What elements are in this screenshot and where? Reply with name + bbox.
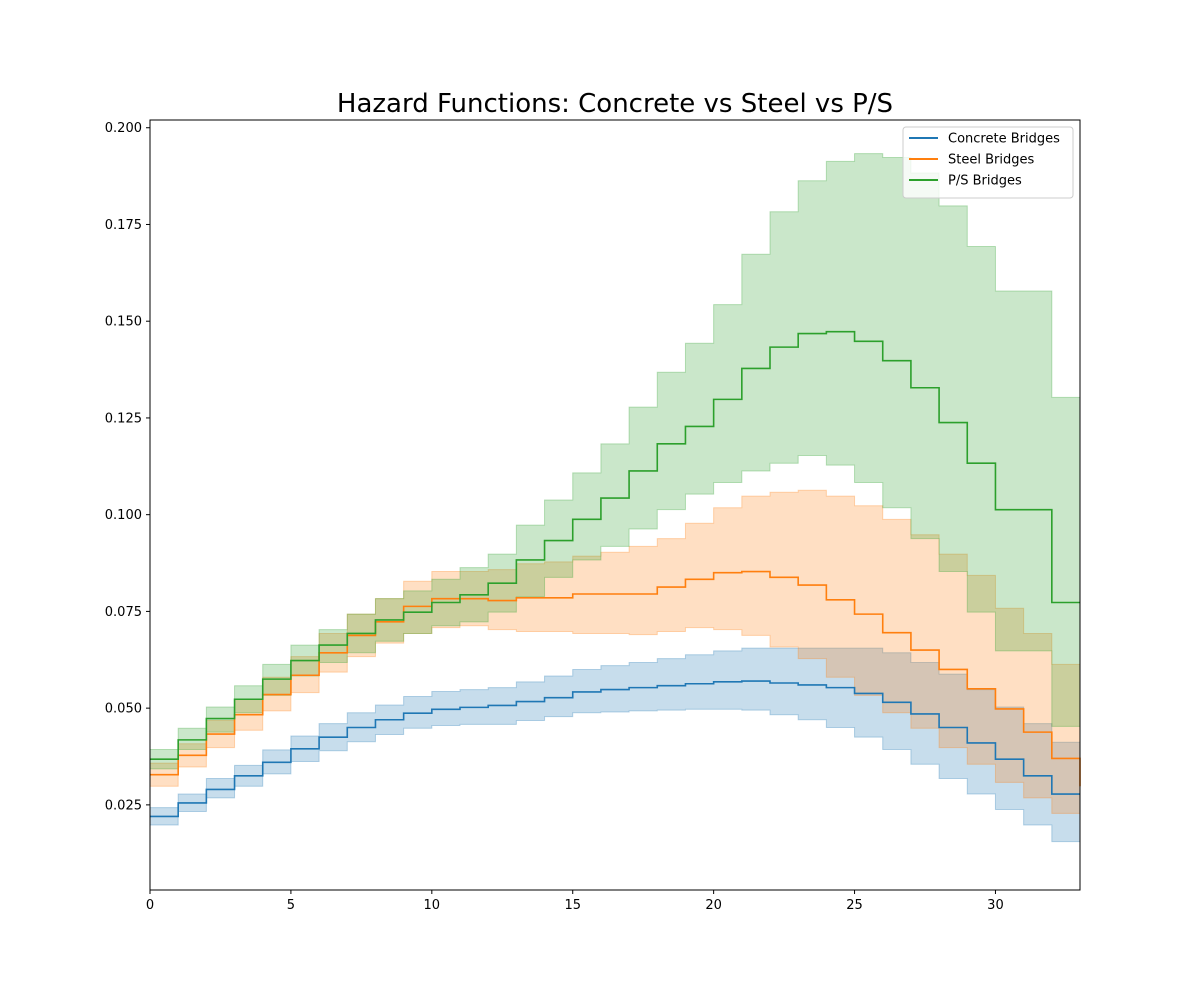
y-tick-label: 0.150 (105, 315, 142, 330)
legend-label-concrete-bridges: Concrete Bridges (948, 132, 1060, 147)
concrete-bridges-line (150, 680, 1080, 818)
legend-label-p-s-bridges: P/S Bridges (948, 174, 1022, 189)
y-tick-label: 0.075 (105, 605, 142, 620)
x-tick-label: 25 (846, 898, 863, 913)
x-tick-label: 5 (287, 898, 295, 913)
x-axis: 0 5 10 15 20 25 30 (146, 890, 1004, 913)
y-tick-label: 0.200 (105, 121, 142, 136)
series-lines (150, 330, 1081, 818)
legend-box (902, 126, 1074, 199)
x-tick-label: 0 (146, 898, 154, 913)
y-tick-label: 0.125 (105, 411, 142, 426)
x-tick-label: 30 (987, 898, 1004, 913)
y-tick-label: 0.025 (105, 798, 142, 813)
p-s-bridges-line (150, 330, 1080, 761)
legend-label-steel-bridges: Steel Bridges (948, 153, 1034, 168)
plot-frame (149, 119, 1081, 891)
y-tick-label: 0.100 (105, 508, 142, 523)
x-tick-label: 15 (564, 898, 581, 913)
legend: Concrete Bridges Steel Bridges P/S Bridges (902, 126, 1074, 199)
y-tick-label: 0.175 (105, 218, 142, 233)
x-tick-label: 10 (424, 898, 441, 913)
y-tick-label: 0.050 (105, 702, 142, 717)
concrete-bridges-confidence-band (149, 647, 1081, 843)
y-axis: 0.025 0.050 0.075 0.100 0.125 0.150 0.175 0.200 (105, 121, 150, 813)
x-tick-label: 20 (705, 898, 722, 913)
steel-bridges-line (150, 570, 1081, 787)
chart-title: Hazard Functions: Concrete vs Steel vs P… (337, 89, 893, 119)
